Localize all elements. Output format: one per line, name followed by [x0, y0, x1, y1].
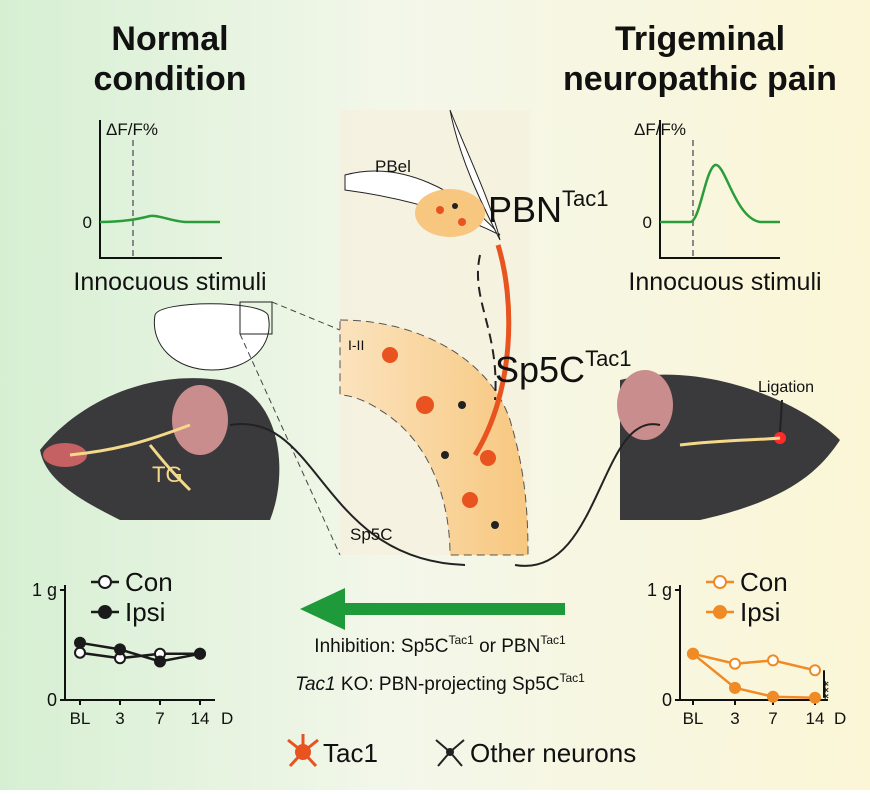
anatomy — [153, 109, 530, 556]
legend-label: Ipsi — [125, 597, 165, 627]
y-tick-label: 1 g — [647, 580, 672, 600]
point — [729, 681, 741, 694]
series-line — [692, 652, 816, 700]
legend-marker — [98, 575, 112, 589]
point — [767, 654, 779, 667]
label-sup: Tac1 — [562, 186, 608, 211]
x-tick-label: 14 — [191, 709, 210, 728]
x-unit: D — [221, 709, 233, 728]
legend-marker — [98, 605, 112, 619]
pbel-label: PBel — [375, 157, 411, 176]
trace-ylabel: ΔF/F% — [634, 120, 686, 139]
lamina-label: I-II — [348, 337, 364, 353]
pbn-label: PBNTac1 — [488, 186, 609, 230]
trace-zero: 0 — [83, 213, 92, 232]
trace-right — [659, 120, 780, 259]
ligation-label: Ligation — [758, 379, 814, 396]
y-tick-label: 0 — [47, 690, 57, 710]
x-tick-label: 7 — [768, 709, 777, 728]
sp5c-label: Sp5CTac1 — [495, 346, 632, 390]
title: Normal — [111, 20, 228, 58]
sup: Tac1 — [448, 633, 474, 647]
legend-icons — [287, 734, 465, 768]
title: neuropathic pain — [563, 60, 837, 98]
y-tick-label: 1 g — [32, 580, 57, 600]
point — [767, 690, 779, 703]
trace-left — [99, 120, 222, 259]
x-tick-label: 14 — [806, 709, 825, 728]
intervention: Inhibition: Sp5CTac1 or PBNTac1 — [314, 633, 566, 657]
x-tick-label: BL — [70, 709, 91, 728]
point — [154, 655, 166, 668]
arrow — [300, 588, 565, 630]
label-base: Sp5C — [495, 349, 585, 390]
significance: *** — [821, 681, 838, 700]
sup: Tac1 — [560, 671, 586, 685]
x-tick-label: 3 — [115, 709, 124, 728]
label-base: PBN — [488, 189, 562, 230]
y-tick-label: 0 — [662, 690, 672, 710]
point — [194, 647, 206, 660]
label-sup: Tac1 — [585, 346, 631, 371]
sp5c-small: Sp5C — [350, 525, 393, 544]
x-tick-label: 3 — [730, 709, 739, 728]
point — [74, 636, 86, 649]
point — [114, 643, 126, 656]
point — [809, 691, 821, 704]
trace-caption: Innocuous stimuli — [628, 268, 821, 296]
tg-label: TG — [152, 462, 183, 487]
text: Tac1 — [295, 674, 336, 695]
text: or PBN — [474, 636, 541, 657]
series-line — [79, 641, 201, 663]
point — [687, 647, 699, 660]
text: Inhibition: Sp5C — [314, 636, 448, 657]
text: KO: PBN-projecting Sp5C — [336, 674, 560, 695]
trace-ylabel: ΔF/F% — [106, 120, 158, 139]
sup: Tac1 — [540, 633, 566, 647]
series-line — [692, 652, 816, 672]
x-tick-label: BL — [683, 709, 704, 728]
title: Trigeminal — [615, 20, 785, 58]
x-tick-label: 7 — [155, 709, 164, 728]
trace-caption: Innocuous stimuli — [73, 268, 266, 296]
legend-marker — [713, 575, 727, 589]
point — [729, 657, 741, 670]
mouse-right — [514, 370, 840, 567]
legend-label: Tac1 — [323, 738, 378, 768]
trace-zero: 0 — [643, 213, 652, 232]
legend-marker — [713, 605, 727, 619]
point — [74, 646, 86, 659]
legend-label: Other neurons — [470, 738, 636, 768]
title: condition — [94, 60, 247, 98]
point — [809, 664, 821, 677]
legend-label: Con — [740, 567, 788, 597]
legend-label: Con — [125, 567, 173, 597]
x-unit: D — [834, 709, 846, 728]
mouse-left — [40, 378, 466, 566]
legend-label: Ipsi — [740, 597, 780, 627]
intervention: Tac1 KO: PBN-projecting Sp5CTac1 — [295, 671, 585, 695]
